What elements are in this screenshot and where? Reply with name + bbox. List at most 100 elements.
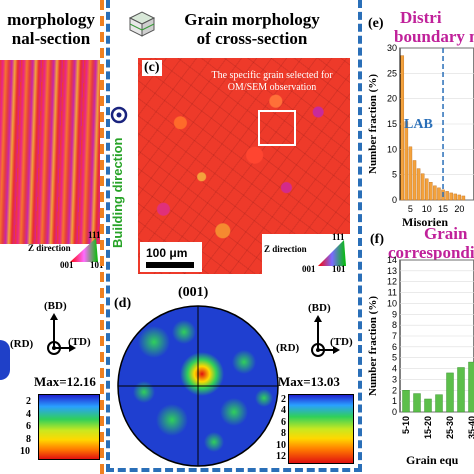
td-label: (TD) — [330, 336, 353, 348]
x-tick-label: 10 — [422, 204, 432, 214]
left-title-line2: nal-section — [11, 29, 91, 48]
lab-label: LAB — [404, 117, 433, 132]
bd-label: (BD) — [308, 302, 331, 314]
x-tick-label: 5 — [408, 204, 413, 214]
ipf-001: 001 — [60, 260, 74, 270]
left-color-legend — [38, 394, 100, 460]
middle-legend-ticks: 2 4 6 8 10 12 — [274, 394, 286, 462]
middle-title-line1: Grain morphology — [184, 10, 320, 29]
bar — [424, 398, 432, 413]
axes-icon — [47, 313, 76, 355]
legend-tick: 6 — [26, 421, 31, 432]
y-tick-label: 2 — [392, 385, 397, 395]
bar — [461, 195, 466, 201]
right-panel: (e) Distri boundary m 051015202530LAB510… — [364, 0, 474, 474]
ipf-key: Z direction 111 001 101 — [262, 232, 350, 274]
panel-label-d: (d) — [114, 296, 132, 311]
y-tick-label: 0 — [392, 195, 397, 205]
grain-size-chart: 012345678910111213145-1015-2025-3035-404… — [367, 256, 474, 466]
bar — [404, 121, 409, 201]
y-tick-label: 4 — [392, 364, 397, 374]
grain-annotation: The specific grain selected for OM/SEM o… — [211, 70, 333, 93]
x-tick-label: 15 — [438, 204, 448, 214]
orange-dashed-border — [100, 0, 104, 474]
left-max-label: Max=12.16 — [34, 374, 96, 389]
bar — [433, 185, 437, 201]
z-direction-label: Z direction — [28, 243, 71, 253]
panel-label-c: (c) — [142, 60, 162, 76]
bar — [437, 187, 441, 201]
y-tick-label: 8 — [392, 320, 397, 330]
x-tick-label: 15-20 — [423, 416, 433, 439]
legend-tick: 2 — [26, 396, 31, 407]
bar — [412, 160, 417, 201]
x-axis-label: Grain equ — [406, 453, 459, 466]
cube-icon — [128, 11, 156, 37]
ipf-101: 101 — [332, 264, 346, 274]
scalebar-label: 100 μm — [146, 246, 188, 260]
middle-color-legend — [288, 394, 354, 464]
y-tick-label: 10 — [387, 144, 397, 154]
left-coordinate-system: (BD) (RD) (TD) — [10, 300, 100, 370]
y-tick-label: 6 — [392, 342, 397, 352]
e-title-line1: Distri — [400, 8, 442, 27]
scalebar-background: 100 μm — [140, 242, 202, 272]
bar — [420, 173, 425, 201]
legend-tick: 6 — [281, 416, 286, 428]
ipf-triangle — [70, 238, 98, 262]
y-tick-label: 30 — [387, 43, 397, 53]
longitudinal-ebsd-map — [0, 60, 100, 244]
x-tick-label: 25-30 — [445, 416, 455, 439]
middle-coordinate-system: (BD) (RD) (TD) — [276, 302, 358, 372]
y-tick-label: 11 — [388, 288, 397, 298]
y-tick-label: 15 — [387, 119, 397, 129]
x-tick-label: 20 — [454, 204, 464, 214]
y-axis-label: Number fraction (%) — [367, 74, 379, 174]
x-tick-label: 35-40 — [467, 416, 474, 439]
ipf-001: 001 — [302, 264, 316, 274]
bar — [445, 191, 449, 201]
bar — [416, 168, 421, 201]
bar — [457, 367, 465, 413]
y-tick-label: 20 — [387, 94, 397, 104]
legend-tick: 10 — [20, 446, 30, 457]
bd-label: (BD) — [44, 300, 67, 312]
misorientation-chart: 0 5 10 15 20 25 30 LAB 5 10 15 20 Misorien Number fra… — [367, 43, 474, 229]
y-axis-label: Number fraction (%) — [367, 296, 379, 396]
pole-figure — [117, 305, 279, 467]
bar — [453, 193, 457, 201]
y-tick-label: 7 — [392, 331, 397, 341]
ipf-101: 101 — [90, 260, 104, 270]
legend-tick: 4 — [281, 405, 286, 417]
bar — [402, 390, 410, 413]
bar — [449, 192, 453, 201]
scalebar — [146, 262, 194, 268]
axes-icon — [311, 315, 340, 357]
left-pole-figure-edge — [0, 340, 10, 380]
rd-label: (RD) — [10, 338, 34, 350]
bar — [424, 178, 429, 201]
y-tick-label: 13 — [387, 266, 397, 276]
legend-tick: 4 — [26, 408, 31, 420]
td-label: (TD) — [68, 336, 91, 348]
legend-tick: 8 — [26, 433, 31, 445]
bar — [429, 182, 433, 201]
ipf-111: 111 — [88, 230, 101, 240]
y-tick-label: 5 — [392, 353, 397, 363]
x-tick-label: 5-10 — [401, 416, 411, 434]
cross-section-ebsd-map: (c) The specific grain selected for OM/S… — [138, 58, 350, 274]
ipf-111: 111 — [332, 232, 345, 242]
middle-title-line2: of cross-section — [196, 29, 308, 48]
bar — [457, 194, 462, 201]
panel-label-e: (e) — [368, 16, 384, 31]
z-direction-label: Z direction — [264, 244, 307, 254]
bar — [435, 394, 443, 413]
e-title-line2: boundary m — [394, 27, 474, 46]
out-of-plane-icon — [110, 106, 128, 124]
x-axis-label: Misorien — [402, 215, 448, 229]
f-title-line1: Grain — [424, 224, 468, 243]
selected-grain-box — [258, 110, 296, 146]
panel-label-f: (f) — [370, 232, 384, 247]
legend-tick: 10 — [276, 439, 286, 451]
y-tick-label: 14 — [387, 256, 397, 265]
